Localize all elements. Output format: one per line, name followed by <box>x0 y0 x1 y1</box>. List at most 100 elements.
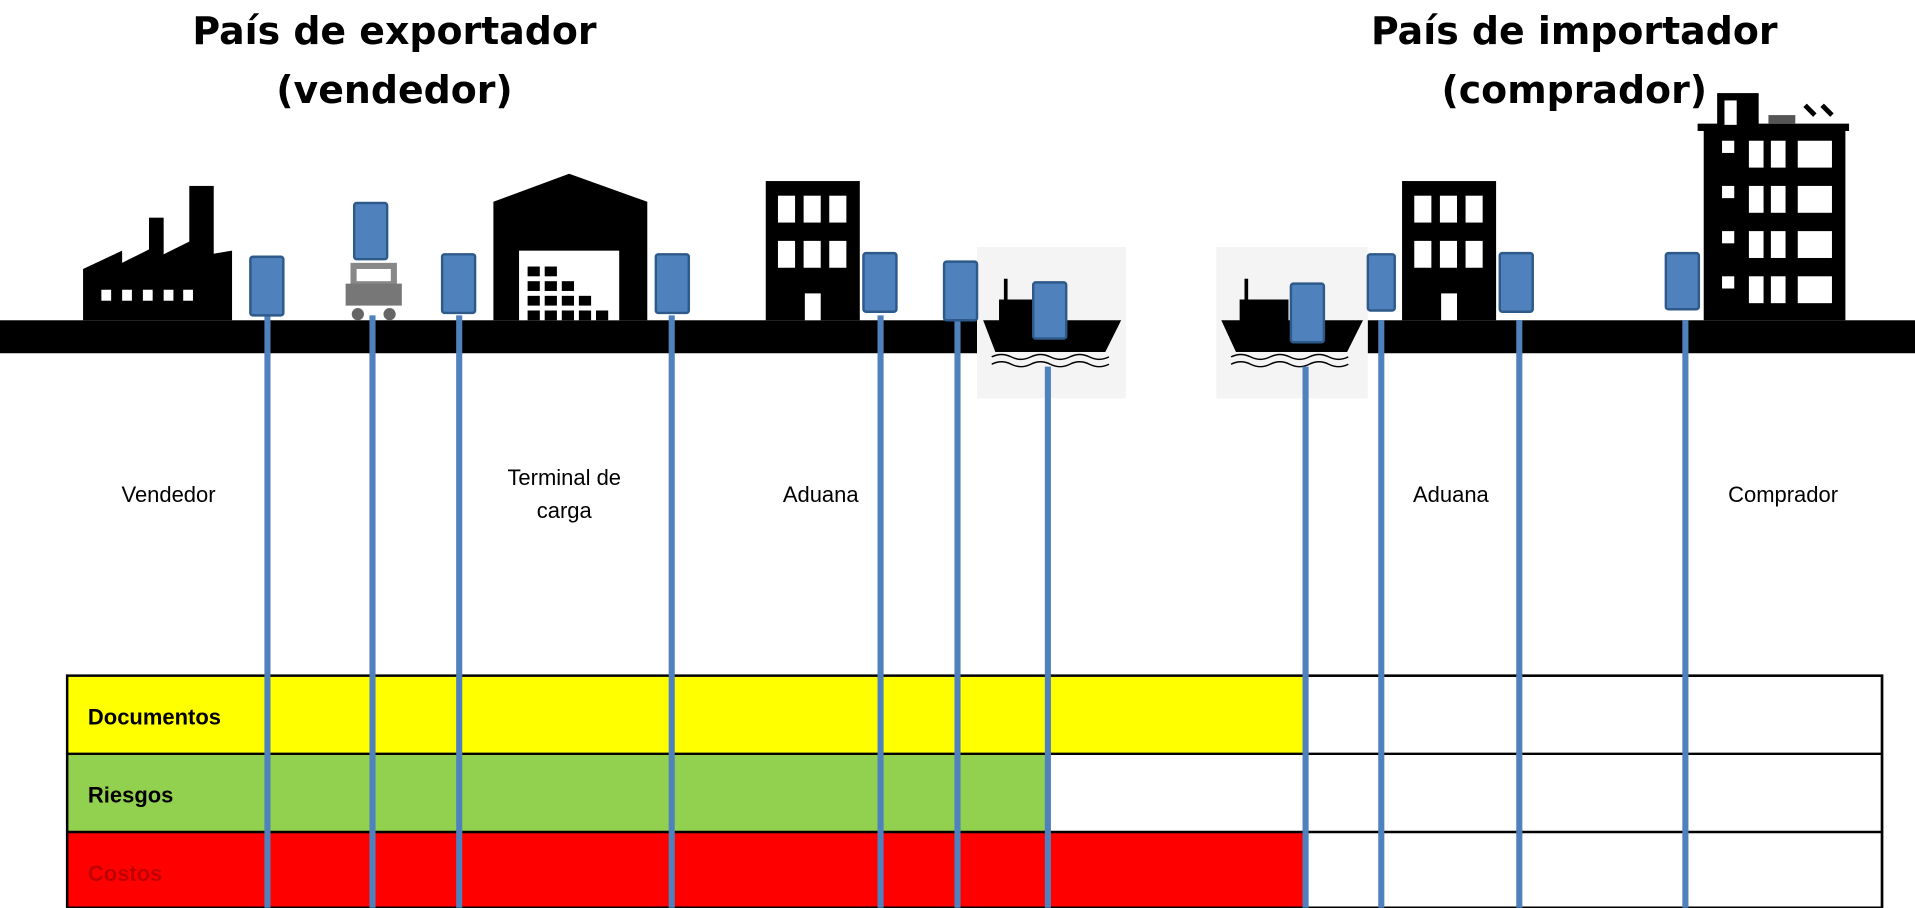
shape <box>1722 185 1735 199</box>
shape <box>163 289 174 301</box>
shape <box>527 310 540 321</box>
shape <box>1003 278 1008 301</box>
shape <box>1465 195 1483 223</box>
shape <box>777 195 847 321</box>
shape <box>1414 195 1483 321</box>
shape <box>1498 251 1534 313</box>
exporter-title: País de exportador <box>192 9 597 53</box>
shape <box>829 240 847 268</box>
shape <box>148 217 164 267</box>
shape <box>1724 100 1737 125</box>
shape <box>803 195 821 223</box>
shape <box>1697 123 1850 131</box>
shape <box>1722 140 1735 153</box>
shape <box>561 281 575 291</box>
shape <box>1441 293 1458 321</box>
shape <box>1748 231 1764 258</box>
shape <box>1717 93 1759 128</box>
shape <box>527 281 540 291</box>
shape <box>1289 282 1326 344</box>
shape <box>862 251 898 313</box>
shape <box>1031 281 1068 340</box>
shape <box>1770 185 1786 213</box>
shape <box>1244 278 1249 301</box>
shape <box>1797 276 1832 304</box>
shape <box>1797 140 1832 168</box>
shape <box>249 255 285 317</box>
location-label: carga <box>537 498 593 523</box>
shape <box>804 293 821 321</box>
shape <box>527 266 609 321</box>
shape <box>1722 140 1832 304</box>
shape <box>356 268 391 282</box>
shape <box>578 310 592 321</box>
shape <box>1722 231 1735 244</box>
shape <box>440 253 477 315</box>
shape <box>1414 195 1432 223</box>
documents-band <box>67 675 1306 754</box>
shape <box>352 201 389 261</box>
ground <box>0 320 978 354</box>
shape <box>142 289 153 301</box>
tower-icon <box>1697 93 1850 321</box>
costs-band <box>67 831 1306 908</box>
row-label: Costos <box>88 861 162 886</box>
shape <box>1230 353 1349 368</box>
shape <box>544 266 557 277</box>
shape <box>1664 251 1701 311</box>
shape <box>1414 240 1432 268</box>
shape <box>1748 185 1764 213</box>
shape <box>1439 195 1458 223</box>
ground <box>1365 320 1915 354</box>
shape <box>1748 140 1764 168</box>
location-label: Vendedor <box>122 482 216 507</box>
shape <box>829 195 847 223</box>
shape <box>189 185 214 260</box>
shape <box>561 295 575 306</box>
shape <box>991 353 1110 368</box>
shape <box>351 308 364 321</box>
shape <box>1803 103 1834 117</box>
building-icon <box>1402 181 1497 321</box>
shape <box>1439 240 1458 268</box>
shape <box>544 281 557 291</box>
shape <box>101 289 193 301</box>
shape <box>654 253 691 315</box>
location-label: Aduana <box>783 482 860 507</box>
shape <box>1722 276 1735 289</box>
warehouse-icon <box>493 173 648 321</box>
building-icon <box>765 181 860 321</box>
shape <box>595 310 609 321</box>
factory-icon <box>83 185 233 321</box>
risks-band <box>67 753 1048 832</box>
shape <box>1797 185 1832 213</box>
shape <box>578 295 592 306</box>
shape <box>345 283 402 306</box>
shape <box>1768 115 1796 124</box>
shape <box>803 240 821 268</box>
shape <box>1366 253 1396 312</box>
location-label: Comprador <box>1728 482 1838 507</box>
row-label: Riesgos <box>88 783 173 808</box>
responsibility-table: Documentos Riesgos Costos <box>65 674 1884 908</box>
location-label: Terminal de <box>507 465 621 490</box>
shape <box>527 295 540 306</box>
shape <box>101 289 112 301</box>
shape <box>544 295 557 306</box>
shape <box>777 240 796 268</box>
shape <box>1465 240 1483 268</box>
shape <box>942 260 979 322</box>
shape <box>1770 140 1786 168</box>
shape <box>1770 276 1786 304</box>
shape <box>1797 231 1832 258</box>
stage-markers <box>249 201 1701 908</box>
shape <box>1239 299 1289 322</box>
shape <box>1748 276 1764 304</box>
truck-icon <box>345 262 402 321</box>
row-label: Documentos <box>88 705 221 730</box>
shape <box>777 195 796 223</box>
importer-title: País de importador <box>1371 9 1778 53</box>
shape <box>1770 231 1786 258</box>
